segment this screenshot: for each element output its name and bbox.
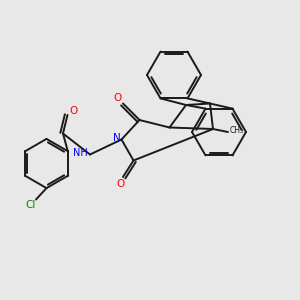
Text: Cl: Cl bbox=[26, 200, 36, 211]
Text: O: O bbox=[69, 106, 78, 116]
Text: O: O bbox=[116, 178, 124, 189]
Text: O: O bbox=[113, 93, 122, 103]
Text: NH: NH bbox=[73, 148, 88, 158]
Text: CH₃: CH₃ bbox=[229, 126, 244, 135]
Text: N: N bbox=[113, 133, 121, 143]
